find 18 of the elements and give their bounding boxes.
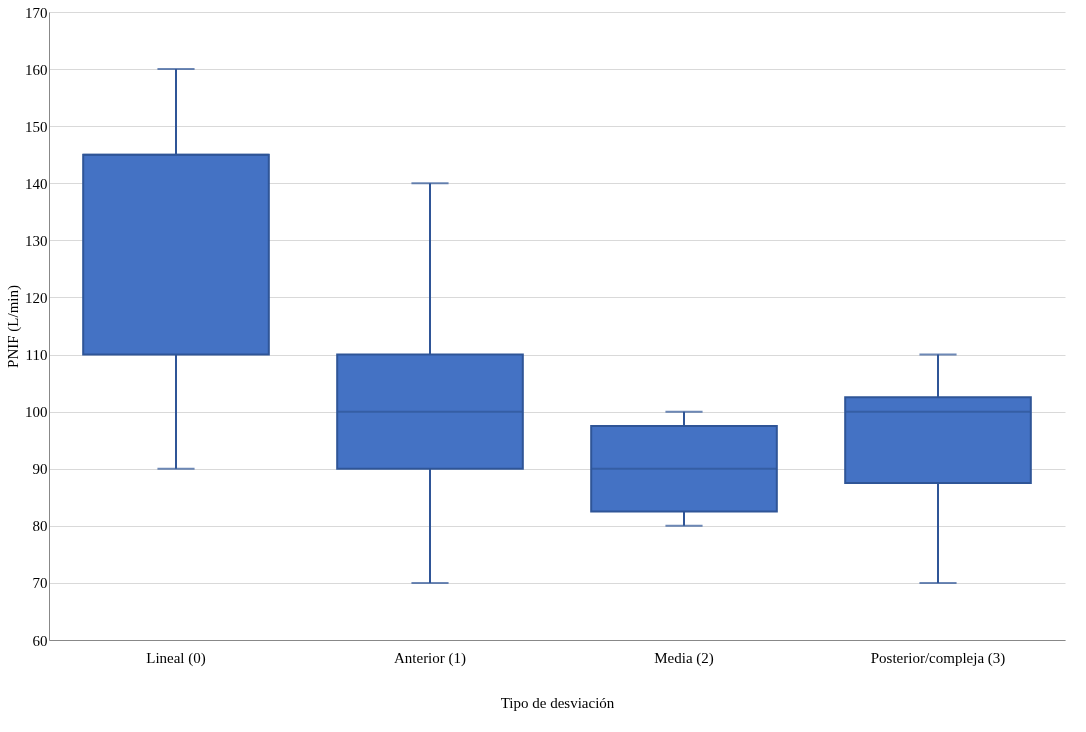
y-tick-label: 70	[32, 575, 48, 592]
y-tick-label: 90	[32, 461, 48, 478]
y-tick-label: 150	[25, 118, 48, 135]
y-tick-label: 130	[25, 232, 48, 249]
y-tick-label: 170	[25, 4, 48, 21]
y-tick-label: 80	[32, 518, 48, 535]
y-tick-label: 120	[25, 289, 48, 306]
y-tick-label: 100	[25, 404, 48, 421]
x-tick-label: Anterior (1)	[393, 649, 467, 667]
y-axis-title: PNIF (L/min)	[5, 285, 22, 368]
y-tick-label: 140	[25, 175, 48, 192]
x-tick-label: Lineal (0)	[146, 649, 206, 667]
y-tick-label: 160	[25, 61, 48, 78]
y-tick-label: 60	[32, 632, 48, 649]
x-tick-label: Posterior/compleja (3)	[870, 649, 1006, 667]
y-tick-label: 110	[25, 347, 48, 364]
x-axis-title: Tipo de desviación	[500, 694, 615, 711]
x-tick-label: Media (2)	[654, 649, 714, 667]
